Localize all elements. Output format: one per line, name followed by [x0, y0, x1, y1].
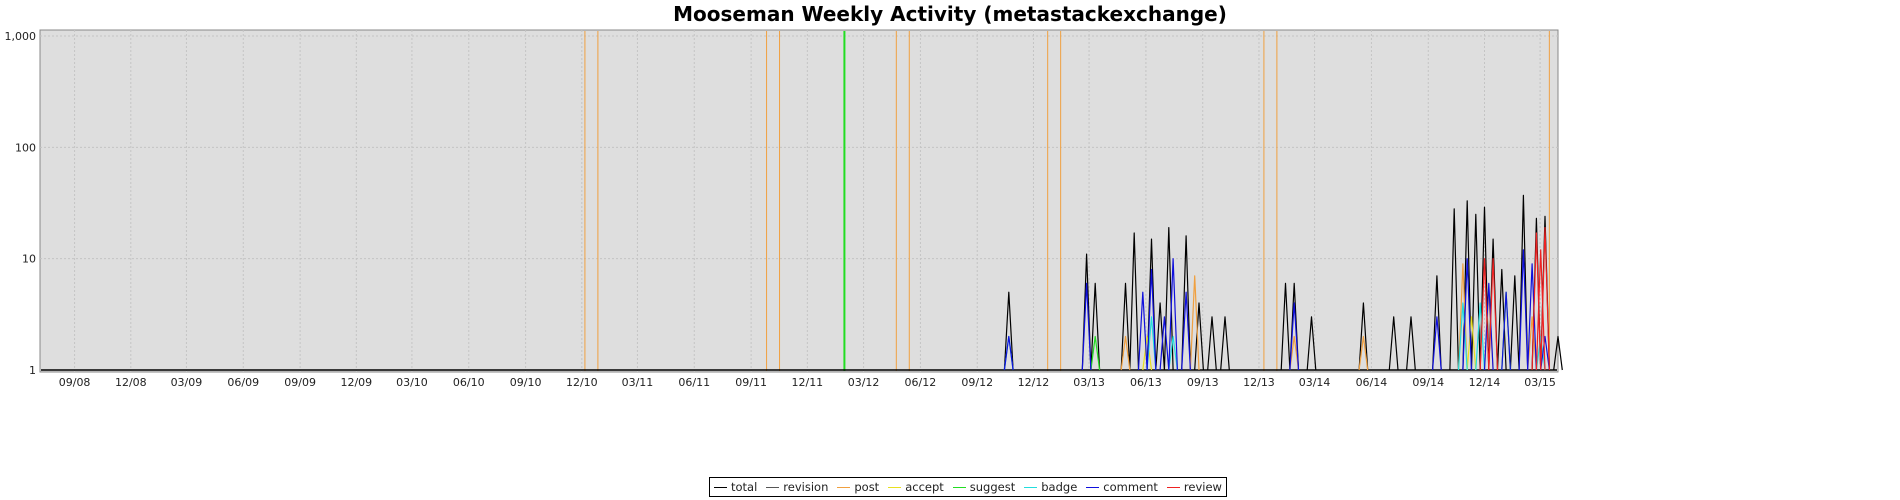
- x-tick-label: 03/14: [1299, 376, 1331, 389]
- legend-item-revision: revision: [766, 480, 828, 494]
- legend-swatch: [888, 486, 902, 488]
- y-tick-label: 10: [22, 253, 36, 266]
- legend-item-suggest: suggest: [952, 480, 1016, 494]
- legend-label: comment: [1103, 480, 1158, 494]
- x-tick-label: 12/11: [791, 376, 823, 389]
- plot-area: [39, 29, 1559, 373]
- legend-swatch: [766, 486, 780, 488]
- x-tick-label: 03/10: [396, 376, 428, 389]
- legend-swatch: [1086, 486, 1100, 488]
- series-lines: [41, 194, 1563, 371]
- grid-lines: [40, 30, 1558, 372]
- total-series-line: [1003, 194, 1563, 371]
- legend-label: total: [731, 480, 758, 494]
- legend-label: badge: [1041, 480, 1078, 494]
- post-series-line: [1120, 263, 1537, 371]
- y-tick-label: 100: [15, 141, 36, 154]
- legend-swatch: [1166, 486, 1180, 488]
- y-tick-label: 1: [29, 364, 36, 377]
- vertical-event-lines: [584, 31, 1550, 371]
- x-tick-label: 12/14: [1469, 376, 1501, 389]
- legend-swatch: [952, 486, 966, 488]
- x-tick-label: 09/10: [510, 376, 542, 389]
- axis-labels: 09/08 12/08 03/09 06/09 09/09 12/09 03/10 06/10…: [5, 30, 1556, 389]
- x-tick-label: 03/09: [171, 376, 203, 389]
- x-tick-label: 09/11: [735, 376, 767, 389]
- legend: total revision post accept suggest badge comme…: [709, 477, 1227, 497]
- x-tick-label: 12/12: [1018, 376, 1050, 389]
- x-tick-label: 03/13: [1073, 376, 1105, 389]
- legend-item-accept: accept: [888, 480, 944, 494]
- x-tick-label: 03/12: [848, 376, 880, 389]
- x-tick-label: 09/08: [59, 376, 91, 389]
- x-tick-label: 09/09: [284, 376, 316, 389]
- legend-label: review: [1183, 480, 1222, 494]
- x-tick-label: 03/15: [1524, 376, 1556, 389]
- x-tick-label: 12/08: [115, 376, 147, 389]
- x-tick-label: 09/14: [1412, 376, 1444, 389]
- review-series-line: [1479, 227, 1550, 371]
- legend-item-comment: comment: [1086, 480, 1158, 494]
- legend-label: revision: [783, 480, 829, 494]
- legend-item-review: review: [1166, 480, 1222, 494]
- x-tick-label: 09/12: [961, 376, 993, 389]
- x-tick-label: 06/12: [905, 376, 937, 389]
- y-tick-label: 1,000: [5, 30, 37, 43]
- x-tick-label: 06/13: [1130, 376, 1162, 389]
- chart-title: Mooseman Weekly Activity (metastackexcha…: [673, 2, 1227, 26]
- legend-label: accept: [905, 480, 944, 494]
- x-tick-label: 09/13: [1187, 376, 1219, 389]
- x-tick-label: 06/11: [678, 376, 710, 389]
- x-tick-label: 06/10: [453, 376, 485, 389]
- x-tick-label: 06/14: [1356, 376, 1388, 389]
- legend-swatch: [1024, 486, 1038, 488]
- x-tick-label: 12/09: [340, 376, 372, 389]
- legend-label: post: [854, 480, 880, 494]
- x-tick-label: 03/11: [622, 376, 654, 389]
- legend-item-badge: badge: [1024, 480, 1077, 494]
- legend-swatch: [714, 486, 727, 488]
- x-tick-label: 12/10: [566, 376, 598, 389]
- x-tick-label: 06/09: [227, 376, 259, 389]
- legend-item-total: total: [714, 480, 757, 494]
- comment-series-line: [1003, 249, 1550, 371]
- legend-label: suggest: [969, 480, 1016, 494]
- accept-series-line: [1142, 316, 1477, 371]
- x-tick-label: 12/13: [1243, 376, 1275, 389]
- legend-swatch: [837, 486, 851, 488]
- legend-item-post: post: [837, 480, 879, 494]
